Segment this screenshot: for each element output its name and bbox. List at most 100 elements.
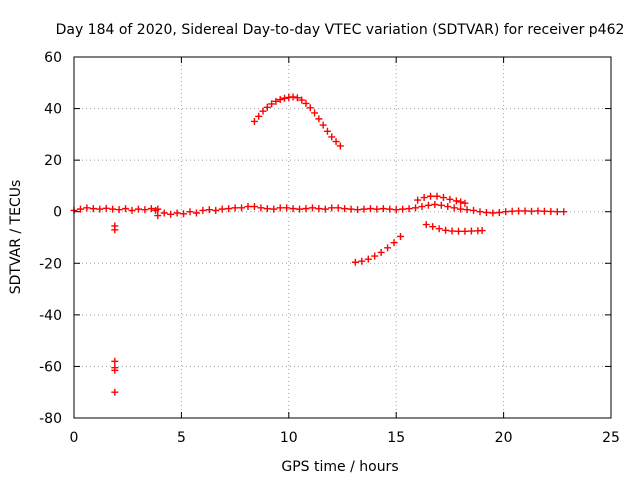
data-point: [212, 206, 220, 214]
data-point: [154, 205, 162, 213]
y-tick-label: -80: [39, 411, 62, 427]
data-point: [508, 207, 516, 215]
data-point: [128, 206, 136, 214]
data-point: [276, 204, 284, 212]
data-point: [420, 194, 428, 202]
data-point: [347, 205, 355, 213]
data-point: [424, 201, 432, 209]
data-point: [358, 257, 366, 265]
x-tick-label: 5: [177, 430, 186, 446]
data-point: [173, 209, 181, 217]
data-point: [115, 206, 123, 214]
data-point: [448, 227, 456, 235]
data-point: [225, 205, 233, 213]
data-point: [334, 204, 342, 212]
data-point: [431, 200, 439, 208]
data-point: [392, 206, 400, 214]
data-point: [186, 208, 194, 216]
data-point: [341, 205, 349, 213]
data-point: [83, 204, 91, 212]
data-point: [250, 203, 258, 211]
series-group: [70, 200, 568, 218]
data-point: [141, 206, 149, 214]
data-point: [180, 210, 188, 218]
data-point: [96, 205, 104, 213]
data-point: [478, 227, 486, 235]
axis-ticks: 0 5 10 15 20 25 -80 -60 -40 -20 0 20 40 60: [39, 50, 620, 446]
data-point: [364, 255, 372, 263]
x-tick-label: 20: [495, 430, 513, 446]
data-point: [457, 205, 465, 213]
data-point: [384, 244, 392, 252]
data-point: [399, 205, 407, 213]
data-point: [111, 357, 119, 365]
y-tick-label: -40: [39, 308, 62, 324]
data-point: [351, 258, 359, 266]
data-point: [281, 94, 289, 102]
data-point: [414, 196, 422, 204]
data-point: [154, 212, 162, 220]
series-group: [351, 232, 404, 266]
data-point: [446, 195, 454, 203]
data-point: [263, 103, 271, 111]
data-point: [268, 100, 276, 108]
data-point: [298, 96, 306, 104]
data-point: [315, 205, 323, 213]
data-point: [439, 194, 447, 202]
data-point: [435, 225, 443, 233]
data-point: [244, 203, 252, 211]
data-point: [371, 252, 379, 260]
data-point: [205, 206, 213, 214]
y-tick-label: -60: [39, 359, 62, 375]
data-point: [437, 201, 445, 209]
plot-frame: [73, 56, 612, 419]
y-tick-label: 60: [44, 50, 62, 66]
data-point: [379, 205, 387, 213]
data-point: [134, 205, 142, 213]
x-tick-label: 10: [280, 430, 298, 446]
data-point: [452, 197, 460, 205]
y-tick-label: -20: [39, 256, 62, 272]
data-point: [467, 227, 475, 235]
data-point: [418, 203, 426, 211]
x-tick-label: 25: [602, 430, 620, 446]
data-point: [302, 99, 310, 107]
data-point: [461, 199, 469, 207]
data-point: [454, 227, 462, 235]
data-point: [111, 388, 119, 396]
data-point: [272, 97, 280, 105]
data-point: [192, 209, 200, 217]
data-point: [311, 109, 319, 117]
data-point: [160, 209, 168, 217]
data-point: [250, 117, 258, 125]
y-tick-label: 0: [53, 205, 62, 221]
data-point: [377, 248, 385, 256]
data-point: [534, 207, 542, 215]
series-group: [414, 192, 469, 207]
data-point: [289, 205, 297, 213]
data-point: [386, 205, 394, 213]
data-point: [444, 203, 452, 211]
chart-title: Day 184 of 2020, Sidereal Day-to-day VTE…: [56, 22, 625, 38]
data-point: [306, 104, 314, 112]
data-point: [89, 205, 97, 213]
data-point: [427, 192, 435, 200]
data-point: [276, 96, 284, 104]
data-point: [442, 226, 450, 234]
data-point: [463, 206, 471, 214]
data-point: [373, 205, 381, 213]
data-point: [302, 205, 310, 213]
data-point: [122, 205, 130, 213]
data-point: [218, 205, 226, 213]
data-point: [147, 205, 155, 213]
y-axis-label: SDTVAR / TECUs: [8, 180, 24, 295]
data-point: [429, 223, 437, 231]
data-point: [354, 206, 362, 214]
data-point: [263, 205, 271, 213]
data-point: [231, 204, 239, 212]
data-points: [70, 93, 568, 396]
data-point: [102, 204, 110, 212]
data-point: [482, 208, 490, 216]
data-point: [111, 366, 119, 374]
